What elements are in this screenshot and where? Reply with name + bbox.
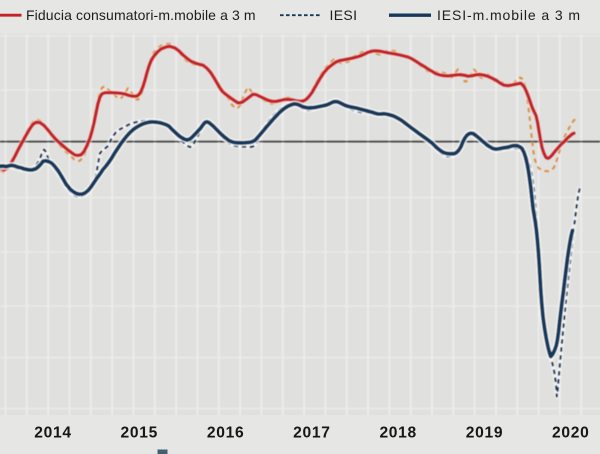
svg-text:2020: 2020 — [552, 425, 590, 442]
svg-text:IESI-m.mobile a 3 m: IESI-m.mobile a 3 m — [437, 7, 581, 23]
svg-text:IESI: IESI — [330, 7, 358, 23]
svg-text:2018: 2018 — [379, 425, 417, 442]
svg-text:2016: 2016 — [207, 425, 245, 442]
svg-text:2014: 2014 — [34, 425, 72, 442]
svg-text:2019: 2019 — [466, 425, 504, 442]
svg-text:2015: 2015 — [121, 425, 159, 442]
svg-text:2017: 2017 — [293, 425, 331, 442]
svg-text:Fiducia consumatori-m.mobile a: Fiducia consumatori-m.mobile a 3 m — [26, 7, 256, 23]
